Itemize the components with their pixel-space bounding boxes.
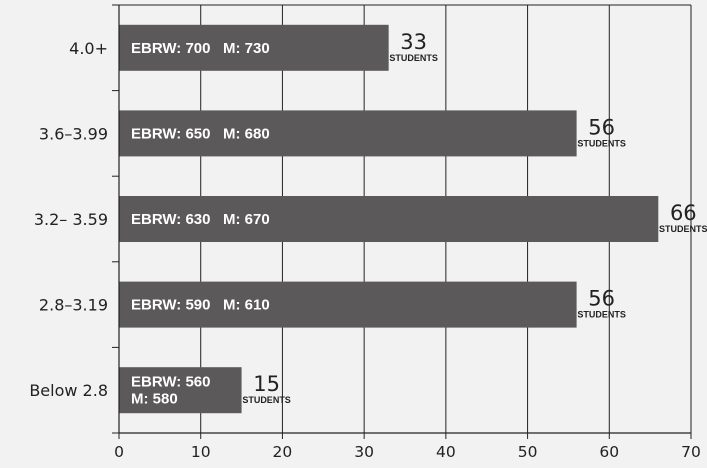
value-unit-label-0: STUDENTS	[389, 53, 438, 63]
category-label-4: Below 2.8	[29, 381, 108, 400]
bar-3	[119, 281, 577, 328]
value-unit-label-4: STUDENTS	[242, 395, 291, 405]
bar-score-label-4-1: M: 580	[131, 391, 178, 408]
x-tick-label-70: 70	[681, 443, 701, 461]
x-tick-label-10: 10	[191, 443, 211, 461]
x-tick-label-30: 30	[354, 443, 374, 461]
category-label-0: 4.0+	[69, 39, 108, 58]
value-label-4: 15	[253, 372, 280, 396]
value-label-3: 56	[588, 287, 615, 311]
value-unit-label-2: STUDENTS	[659, 224, 707, 234]
category-label-1: 3.6–3.99	[39, 124, 108, 143]
value-unit-label-3: STUDENTS	[577, 310, 626, 320]
bar-score-label-4-0: EBRW: 560	[131, 374, 210, 391]
bar-0	[119, 24, 389, 71]
x-tick-label-50: 50	[518, 443, 538, 461]
labels: 0 10 20 30 40 50 60 704.0+ EBRW: 700 M: 730 33STU…	[29, 30, 707, 461]
bar-score-label-2-0: EBRW: 630 M: 670	[131, 211, 270, 228]
bar-score-label-1-0: EBRW: 650 M: 680	[131, 125, 270, 142]
value-unit-label-1: STUDENTS	[577, 138, 626, 148]
x-tick-label-20: 20	[273, 443, 293, 461]
bars	[119, 24, 659, 414]
value-label-0: 33	[400, 30, 427, 54]
value-label-2: 66	[670, 201, 697, 225]
value-label-1: 56	[588, 115, 615, 139]
bar-score-label-0-0: EBRW: 700 M: 730	[131, 40, 270, 57]
bar-2	[119, 196, 659, 242]
bar-1	[119, 110, 577, 157]
bar-4	[119, 367, 242, 414]
x-tick-label-40: 40	[436, 443, 456, 461]
x-tick-label-60: 60	[599, 443, 619, 461]
bar-score-label-3-0: EBRW: 590 M: 610	[131, 297, 270, 314]
x-tick-label-0: 0	[114, 443, 124, 461]
axes	[112, 4, 692, 439]
category-label-3: 2.8–3.19	[39, 296, 108, 315]
category-label-2: 3.2– 3.59	[34, 210, 108, 229]
